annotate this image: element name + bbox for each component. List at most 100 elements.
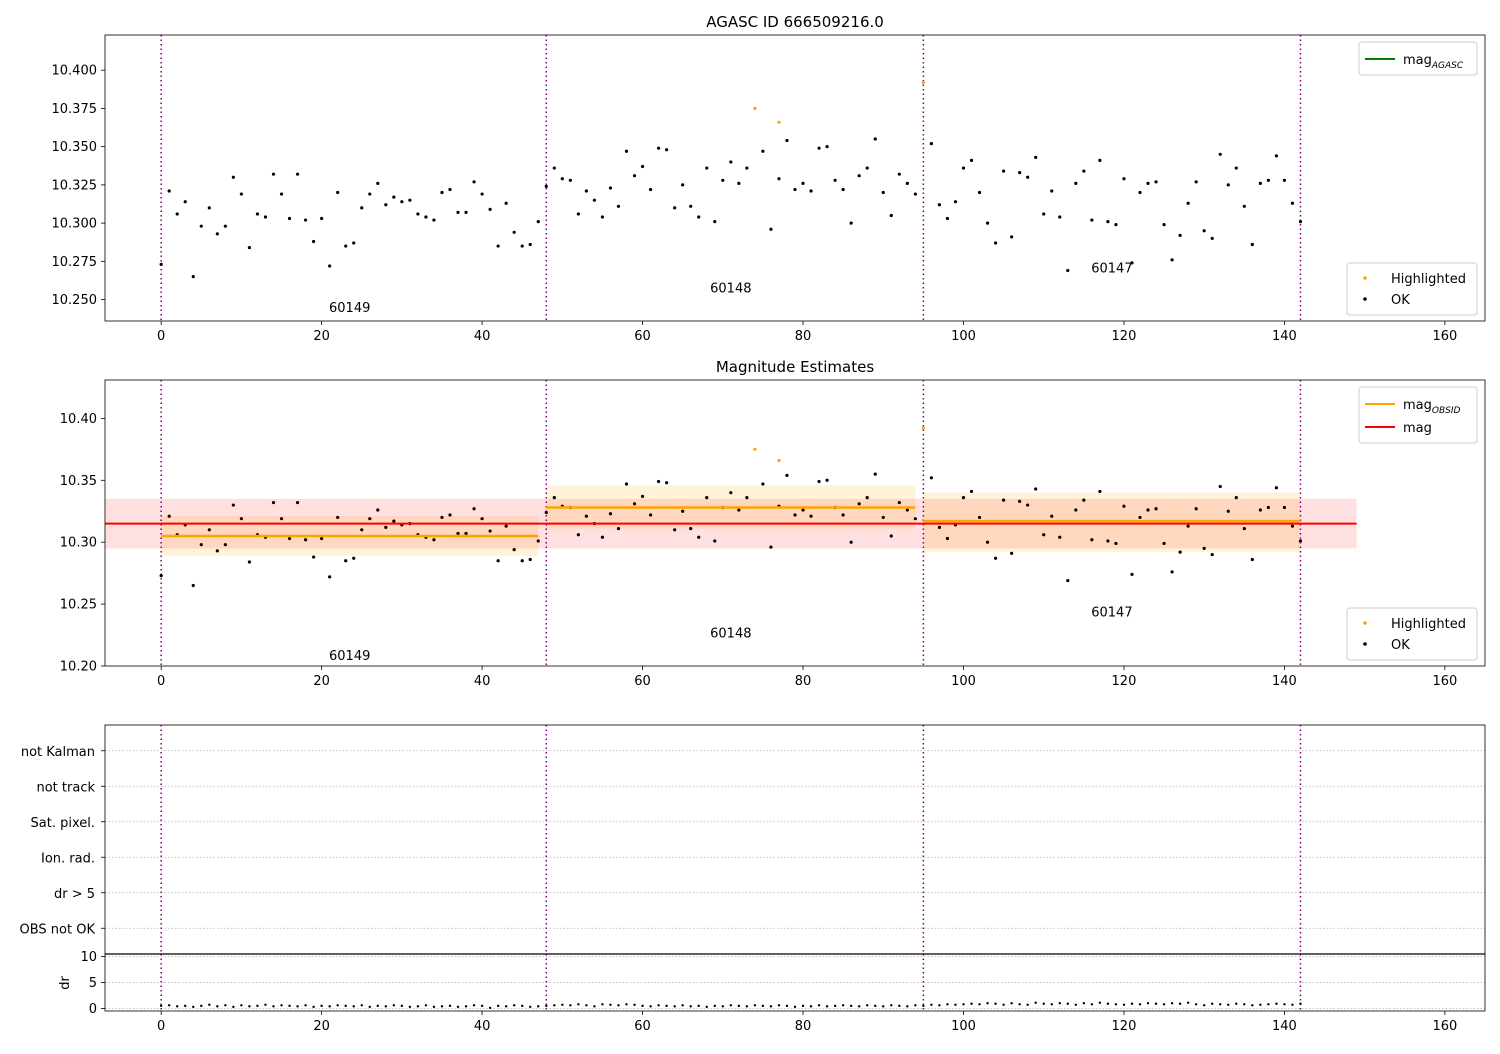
ok-point (1026, 503, 1030, 507)
dr-point (938, 1004, 941, 1007)
ok-point (1258, 508, 1262, 512)
ok-point (1170, 570, 1174, 574)
agasc-y-tick-label: 10.300 (52, 217, 98, 232)
ok-point (215, 232, 219, 236)
dr-point (849, 1004, 853, 1008)
ok-point (1242, 204, 1246, 208)
ok-point (777, 177, 781, 181)
ok-point (929, 141, 933, 146)
ok-point (504, 201, 508, 205)
dr-point (1146, 1002, 1150, 1005)
ok-point (1194, 180, 1198, 184)
dr-point (1106, 1002, 1110, 1005)
ok-point (1234, 496, 1238, 500)
ok-point (1178, 550, 1182, 554)
ok-point (841, 513, 845, 517)
ok-point (873, 472, 877, 476)
ok-point (215, 549, 219, 553)
ok-point (961, 166, 966, 170)
ok-point (801, 508, 805, 512)
dr-point (1050, 1003, 1053, 1006)
ok-point (576, 212, 580, 216)
ok-point (600, 535, 605, 539)
agasc-x-tick-label: 160 (1432, 329, 1457, 344)
ok-point (520, 559, 524, 563)
ok-point (1058, 215, 1062, 219)
ok-point (721, 178, 725, 182)
ok-point (255, 212, 260, 216)
ok-point (769, 545, 773, 549)
ok-point (1178, 233, 1182, 237)
dr-point (328, 1005, 331, 1008)
ok-point (207, 528, 211, 532)
ok-point (576, 533, 580, 537)
ok-point (993, 241, 998, 245)
flag-row-label: Sat. pixel. (31, 816, 95, 831)
ok-point (1282, 505, 1287, 510)
dr-point (914, 1004, 917, 1007)
agasc-bottom-legend-dot-swatch (1363, 276, 1367, 280)
ok-point (328, 575, 332, 579)
dr-point (777, 1004, 781, 1007)
dr-x-tick-label: 0 (157, 1019, 165, 1034)
dr-point (841, 1004, 845, 1007)
ok-point (552, 166, 556, 170)
dr-point (978, 1003, 981, 1006)
ok-point (496, 559, 500, 563)
mag-est-top-legend-box (1358, 386, 1478, 444)
ok-point (648, 513, 653, 517)
ok-point (271, 172, 276, 176)
ok-point (1146, 181, 1150, 185)
ok-point (231, 503, 235, 507)
ok-point (1218, 152, 1222, 156)
ok-point (745, 166, 749, 170)
ok-point (673, 528, 677, 532)
ok-point (432, 218, 436, 222)
dr-point (472, 1004, 476, 1007)
mag-est-bottom-legend-box (1346, 607, 1478, 661)
mag-est-y-tick-label: 10.40 (60, 412, 97, 427)
ok-point (448, 513, 452, 517)
ok-point (1218, 484, 1222, 489)
mag-est-y-tick-label: 10.35 (60, 474, 97, 489)
ok-point (809, 514, 813, 518)
ok-point (247, 560, 252, 564)
ok-point (456, 531, 460, 536)
dr-point (1130, 1002, 1134, 1005)
dr-point (1114, 1003, 1118, 1006)
ok-point (1162, 541, 1166, 546)
ok-point (584, 189, 588, 193)
dr-point (857, 1005, 861, 1008)
ok-point (1114, 541, 1118, 546)
ok-point (1130, 261, 1134, 265)
dr-point (553, 1004, 556, 1007)
ok-point (448, 187, 452, 192)
dr-x-tick-label: 160 (1432, 1019, 1457, 1034)
ok-point (231, 175, 235, 179)
ok-point (1170, 258, 1174, 262)
dr-point (1178, 1002, 1182, 1005)
dr-point (512, 1004, 516, 1007)
ok-point (624, 149, 629, 153)
ok-point (552, 496, 556, 500)
ok-point (1154, 180, 1158, 184)
dr-point (1283, 1003, 1286, 1006)
dr-point (272, 1005, 275, 1008)
dr-point (1138, 1003, 1142, 1006)
dr-point (930, 1003, 933, 1006)
ok-point (657, 146, 661, 150)
dr-point (448, 1004, 452, 1008)
ok-point (416, 212, 420, 216)
ok-point (849, 221, 853, 225)
ok-point (207, 206, 211, 210)
ok-point (857, 174, 861, 178)
obsid-label: 60147 (1091, 606, 1132, 621)
ok-point (1114, 223, 1118, 227)
dr-point (264, 1003, 267, 1006)
mag-est-x-tick-label: 120 (1112, 674, 1137, 689)
ok-point (287, 536, 292, 541)
dr-point (761, 1004, 765, 1008)
ok-point (303, 538, 308, 542)
magnitude-estimates-panel-title: Magnitude Estimates (716, 358, 874, 376)
